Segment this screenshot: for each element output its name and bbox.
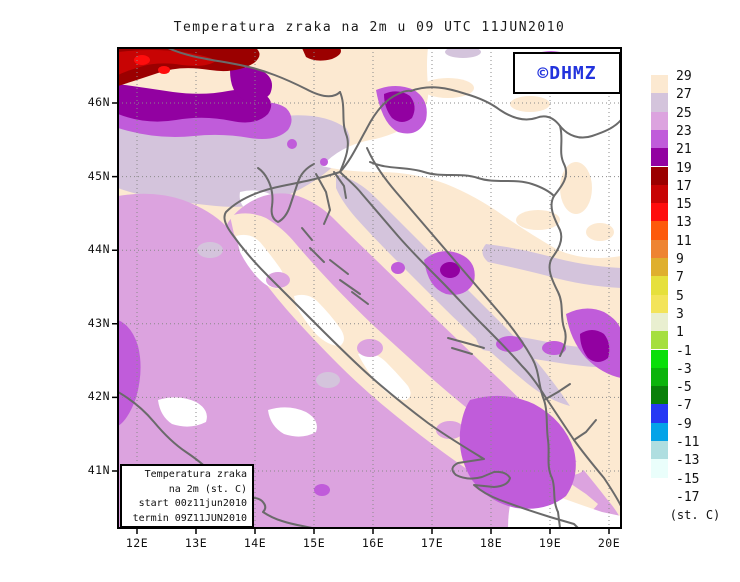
temperature-field — [118, 48, 621, 528]
legend-label-3: 3 — [676, 306, 684, 322]
ytick-label-41N: 41N — [87, 463, 110, 477]
legend-swatch--13 — [651, 459, 668, 478]
xtick-label-17E: 17E — [420, 536, 444, 550]
legend-swatch--7 — [651, 404, 668, 423]
legend-swatch-27 — [651, 93, 668, 112]
legend-swatch-13 — [651, 221, 668, 240]
info-line-1: Temperatura zraka — [144, 469, 247, 480]
legend-label-19: 19 — [676, 160, 692, 176]
legend-swatch-11 — [651, 239, 668, 258]
legend-label--15: -15 — [676, 471, 700, 487]
info-line-3: start 00z11jun2010 — [138, 498, 247, 509]
legend-swatch-23 — [651, 129, 668, 149]
legend-unit-label: (st. C) — [669, 508, 721, 522]
country-borders — [167, 48, 621, 528]
xtick-label-13E: 13E — [184, 536, 208, 550]
legend-label--17: -17 — [676, 489, 700, 505]
legend-swatch--3 — [651, 367, 668, 387]
legend-swatch-5 — [651, 294, 668, 313]
legend-swatch-17 — [651, 184, 668, 204]
xtick-label-20E: 20E — [597, 536, 621, 550]
info-line-2: na 2m (st. C) — [168, 483, 247, 495]
legend-label-27: 27 — [676, 87, 692, 103]
legend-swatch--15 — [651, 477, 668, 496]
ytick-label-45N: 45N — [87, 168, 110, 183]
dhmz-logo-text: ©DHMZ — [537, 62, 597, 84]
legend-label-5: 5 — [676, 288, 684, 304]
ytick-label-46N: 46N — [87, 95, 110, 109]
legend-swatch-29 — [651, 75, 668, 94]
legend-swatch-21 — [651, 148, 668, 167]
legend-label-1: 1 — [676, 325, 684, 341]
legend-label-7: 7 — [676, 270, 684, 286]
lat-lon-grid — [118, 48, 621, 528]
legend-label--1: -1 — [676, 343, 692, 359]
legend-label--3: -3 — [676, 361, 692, 377]
xtick-label-12E: 12E — [125, 536, 149, 550]
legend-swatch--11 — [651, 441, 668, 460]
dhmz-watermark-box: ©DHMZ — [513, 52, 621, 94]
legend-swatch-1 — [651, 331, 668, 350]
legend-label--9: -9 — [676, 416, 692, 432]
legend-label-11: 11 — [676, 233, 692, 249]
ytick-label-43N: 43N — [87, 315, 110, 330]
axis-ticks — [112, 102, 610, 534]
xtick-label-16E: 16E — [361, 536, 385, 550]
xtick-label-14E: 14E — [243, 536, 267, 550]
legend-label-13: 13 — [676, 215, 692, 231]
color-legend: 29 27 25 23 21 19 17 15 13 11 9 7 5 3 1 -1 -3 -5 -7 -9 -11 -1… — [651, 69, 731, 525]
legend-swatch--1 — [651, 349, 668, 368]
legend-label--7: -7 — [676, 398, 692, 414]
legend-label-17: 17 — [676, 178, 692, 194]
xtick-label-19E: 19E — [538, 536, 562, 550]
legend-swatch-7 — [651, 276, 668, 295]
chart-title: Temperatura zraka na 2m u 09 UTC 11JUN20… — [173, 20, 566, 35]
legend-label-21: 21 — [676, 142, 692, 158]
map-frame — [117, 47, 622, 529]
legend-label--5: -5 — [676, 380, 692, 396]
run-info-box: Temperatura zraka na 2m (st. C) start 00… — [120, 464, 254, 528]
legend-swatch--9 — [651, 422, 668, 441]
ytick-label-44N: 44N — [87, 242, 110, 257]
legend-swatch-25 — [651, 111, 668, 130]
legend-swatch--5 — [651, 386, 668, 405]
legend-swatch-15 — [651, 203, 668, 222]
legend-swatch-9 — [651, 258, 668, 277]
xtick-label-18E: 18E — [479, 536, 503, 550]
legend-label-23: 23 — [676, 123, 692, 139]
legend-label-15: 15 — [676, 197, 692, 213]
ytick-label-42N: 42N — [87, 389, 110, 404]
legend-label-25: 25 — [676, 105, 692, 121]
legend-swatch-19 — [651, 166, 668, 185]
legend-swatch--17 — [651, 495, 668, 515]
legend-label--11: -11 — [676, 435, 700, 450]
info-line-4: termin 09Z11JUN2010 — [132, 512, 247, 524]
legend-label-29: 29 — [676, 69, 692, 84]
legend-label-9: 9 — [676, 252, 684, 267]
xtick-label-15E: 15E — [302, 536, 326, 550]
legend-label--13: -13 — [676, 453, 700, 469]
legend-swatch-3 — [651, 312, 668, 332]
